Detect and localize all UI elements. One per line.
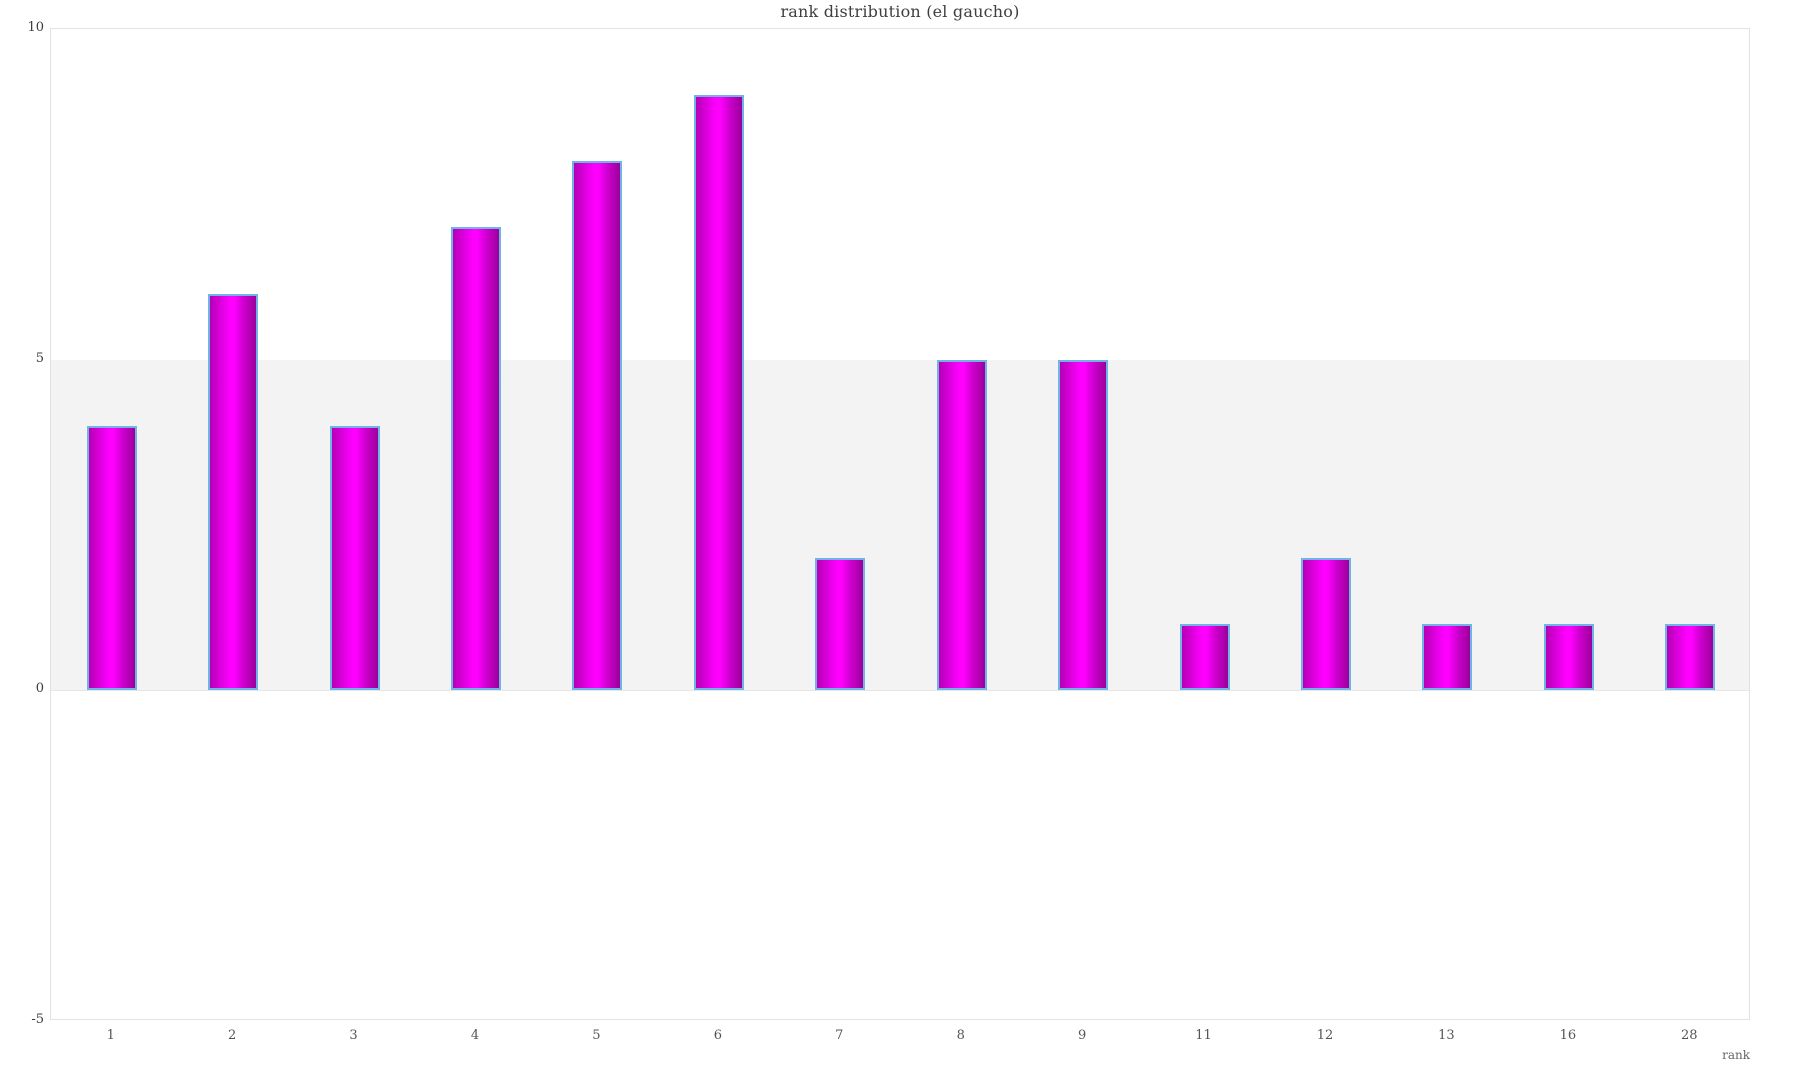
y-tick-0: 0	[35, 681, 44, 697]
bar-rank-2	[208, 293, 259, 691]
x-tick-16: 16	[1559, 1028, 1577, 1043]
x-tick-12: 12	[1316, 1028, 1334, 1043]
bar-rank-8	[936, 359, 987, 691]
x-tick-8: 8	[956, 1028, 965, 1043]
zero-gridline	[51, 690, 1749, 692]
bar-rank-6	[693, 95, 744, 691]
x-axis-title: rank	[1722, 1048, 1750, 1062]
x-tick-9: 9	[1078, 1028, 1087, 1043]
bar-rank-3	[329, 425, 380, 691]
highlight-band-0-5	[51, 359, 1749, 691]
bar-rank-9	[1058, 359, 1109, 691]
y-tick--5: -5	[31, 1012, 44, 1027]
x-tick-3: 3	[349, 1028, 358, 1043]
x-tick-5: 5	[592, 1028, 601, 1043]
x-tick-13: 13	[1438, 1028, 1455, 1043]
bar-rank-16	[1543, 624, 1594, 691]
x-tick-6: 6	[713, 1028, 722, 1043]
bar-rank-11	[1179, 624, 1230, 691]
plot-area	[50, 28, 1750, 1020]
bar-rank-4	[451, 227, 501, 691]
x-tick-4: 4	[470, 1028, 480, 1043]
bar-rank-12	[1301, 558, 1351, 691]
chart-title: rank distribution (el gaucho)	[780, 2, 1020, 21]
x-tick-2: 2	[228, 1028, 237, 1043]
x-tick-7: 7	[835, 1028, 844, 1043]
y-tick-5: 5	[35, 350, 44, 366]
bar-rank-28	[1665, 624, 1716, 691]
bar-rank-5	[572, 161, 623, 691]
y-tick-10: 10	[27, 20, 44, 35]
bar-rank-7	[815, 558, 866, 691]
x-tick-11: 11	[1195, 1028, 1212, 1043]
bar-rank-13	[1422, 624, 1473, 691]
bar-rank-1	[86, 425, 137, 691]
x-tick-28: 28	[1681, 1028, 1698, 1043]
x-tick-1: 1	[106, 1028, 115, 1043]
